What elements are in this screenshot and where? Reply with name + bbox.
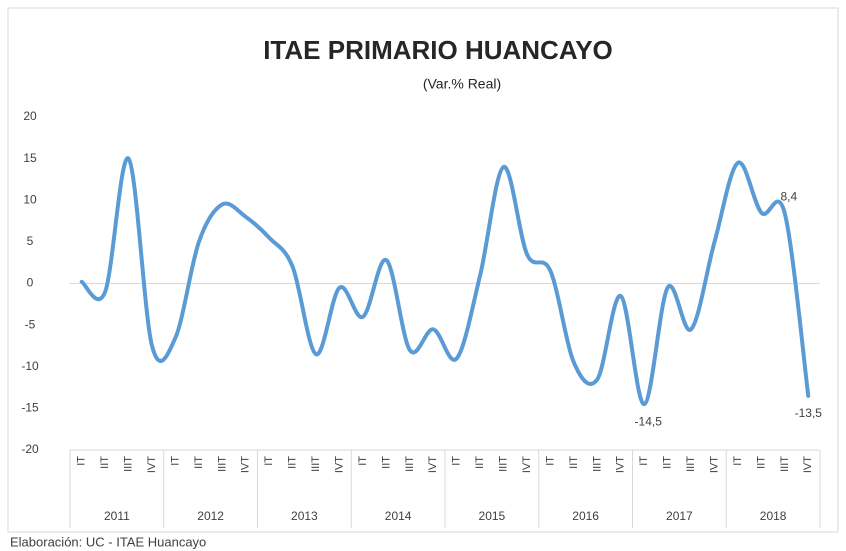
y-tick-label: -20 <box>21 442 39 456</box>
chart-title: ITAE PRIMARIO HUANCAYO <box>263 35 613 65</box>
x-tick-label: IT <box>169 456 181 466</box>
x-tick-label: IIT <box>380 456 392 469</box>
x-tick-label: IT <box>76 456 88 466</box>
y-tick-label: 0 <box>27 276 34 290</box>
x-tick-label: IT <box>357 456 369 466</box>
x-tick-label: IIT <box>99 456 111 469</box>
x-tick-label: IVT <box>615 456 627 473</box>
x-tick-label: IT <box>451 456 463 466</box>
x-tick-label: IIT <box>287 456 299 469</box>
x-tick-label: IIT <box>474 456 486 469</box>
year-label: 2011 <box>104 509 130 523</box>
x-tick-label: IVT <box>146 456 158 473</box>
data-label: -13,5 <box>795 406 823 420</box>
x-tick-label: IT <box>638 456 650 466</box>
x-tick-label: IIT <box>568 456 580 469</box>
year-label: 2016 <box>572 509 599 523</box>
x-tick-label: IT <box>263 456 275 466</box>
y-tick-label: 10 <box>23 192 37 206</box>
x-tick-label: IIT <box>193 456 205 469</box>
y-tick-label: 20 <box>23 109 37 123</box>
y-tick-label: -10 <box>21 359 39 373</box>
x-tick-label: IT <box>544 456 556 466</box>
x-tick-label: IVT <box>427 456 439 473</box>
year-label: 2012 <box>197 509 224 523</box>
x-tick-label: IT <box>732 456 744 466</box>
y-tick-label: -5 <box>25 317 36 331</box>
x-tick-label: IVT <box>708 456 720 473</box>
footer: Elaboración: UC - ITAE Huancayo <box>10 534 206 549</box>
x-tick-label: IIIT <box>498 456 510 472</box>
x-tick-label: IIT <box>662 456 674 469</box>
x-tick-label: IIIT <box>404 456 416 472</box>
line <box>79 156 811 407</box>
y-tick-label: -15 <box>21 401 39 415</box>
x-tick-label: IVT <box>802 456 814 473</box>
data-label: 8,4 <box>781 190 798 204</box>
year-label: 2017 <box>666 509 693 523</box>
year-label: 2013 <box>291 509 318 523</box>
chart-subtitle: (Var.% Real) <box>423 76 501 92</box>
chart-border <box>7 7 839 533</box>
y-tick-label: 5 <box>27 234 34 248</box>
x-tick-label: IVT <box>521 456 533 473</box>
x-tick-label: IIIT <box>310 456 322 472</box>
data-label: -14,5 <box>635 414 663 428</box>
x-tick-label: IIIT <box>685 456 697 472</box>
x-tick-label: IIIT <box>591 456 603 472</box>
year-label: 2018 <box>760 509 787 523</box>
x-tick-label: IIIT <box>216 456 228 472</box>
x-tick-label: IIIT <box>779 456 791 472</box>
year-label: 2015 <box>479 509 506 523</box>
year-label: 2014 <box>385 509 412 523</box>
y-tick-label: 15 <box>23 151 37 165</box>
x-tick-label: IVT <box>240 456 252 473</box>
x-tick-label: IVT <box>333 456 345 473</box>
x-tick-label: IIIT <box>123 456 135 472</box>
x-tick-label: IIT <box>755 456 767 469</box>
